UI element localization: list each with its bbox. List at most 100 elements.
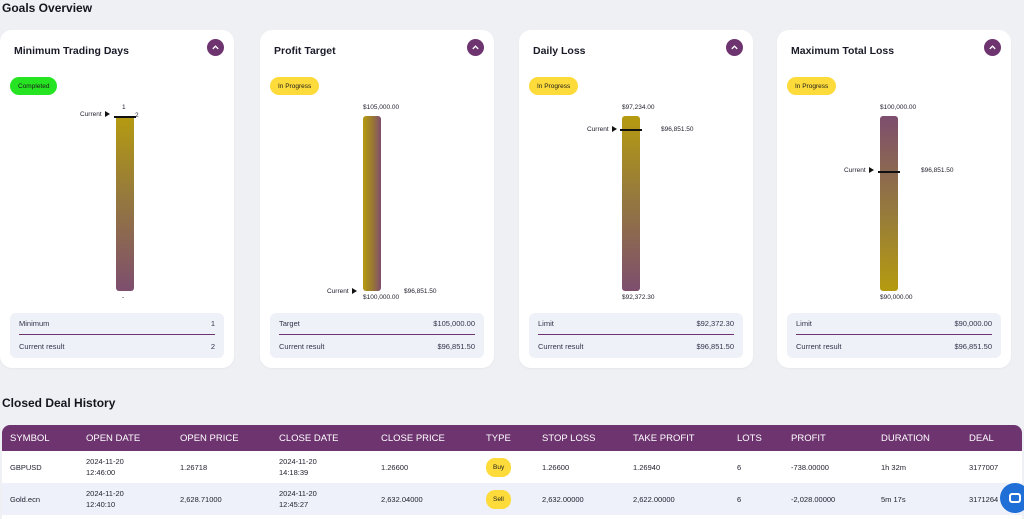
current-value: $96,851.50 (921, 167, 954, 174)
card-title: Maximum Total Loss (791, 45, 895, 57)
chevron-up-icon (212, 45, 219, 50)
current-value: $96,851.50 (404, 288, 437, 295)
cell-symbol: Gold.ecn (10, 494, 41, 504)
column-header-close-price[interactable]: CLOSE PRICE (381, 432, 445, 444)
gauge-bottom-label: - (122, 294, 125, 301)
gauge-bottom-label: $100,000.00 (363, 294, 400, 301)
cell-profit: -2,028.00000 (791, 494, 836, 504)
type-badge: Buy (486, 457, 512, 477)
gauge-bottom-label: $90,000.00 (880, 294, 913, 301)
status-badge: In Progress (787, 77, 837, 95)
summary-row: Current result 2 (19, 341, 215, 351)
summary-row: Current result $96,851.50 (279, 341, 475, 351)
cell-close-date: 2024-11-20 14:18:39 (279, 457, 317, 477)
type-badge: Sell (486, 489, 511, 509)
cell-deal: 3177007 (969, 462, 999, 472)
summary-row: Limit $92,372.30 (538, 313, 734, 335)
chevron-up-icon (731, 45, 738, 50)
goal-card-profit-target: Profit Target In Progress $105,000.00 Cu… (260, 30, 494, 368)
collapse-button[interactable] (984, 39, 1001, 56)
gauge-top-label: $100,000.00 (880, 104, 917, 111)
column-header-symbol[interactable]: SYMBOL (10, 432, 50, 444)
column-header-profit[interactable]: PROFIT (791, 432, 826, 444)
cell-close-price: 1.26600 (381, 462, 409, 472)
current-value: 2 (135, 112, 139, 119)
cell-take-profit: 1.26940 (633, 462, 661, 472)
cell-open-price: 2,628.71000 (180, 494, 222, 504)
cell-deal: 3171264 (969, 494, 999, 504)
cell-symbol: GBPUSD (10, 462, 42, 472)
summary-row: Minimum 1 (19, 313, 215, 335)
cell-stop-loss: 2,632.00000 (542, 494, 584, 504)
goal-card-daily-loss: Daily Loss In Progress $97,234.00 Curren… (519, 30, 753, 368)
goals-overview-title: Goals Overview (2, 1, 93, 15)
column-header-open-date[interactable]: OPEN DATE (86, 432, 141, 444)
collapse-button[interactable] (726, 39, 743, 56)
chat-button[interactable] (1000, 483, 1024, 513)
cell-close-date: 2024-11-20 12:45:27 (279, 489, 317, 509)
table-row[interactable]: Gold.ecn 2024-11-20 12:40:10 2,628.71000 … (2, 483, 1022, 515)
summary-row: Current result $96,851.50 (538, 341, 734, 351)
cell-open-date: 2024-11-20 12:40:10 (86, 489, 124, 509)
gauge-bottom-label: $92,372.30 (622, 294, 655, 301)
pointer-icon (611, 126, 617, 133)
cell-type: Sell (478, 483, 534, 515)
chevron-up-icon (472, 45, 479, 50)
gauge-top-label: 1 (122, 104, 126, 111)
pointer-icon (868, 167, 874, 174)
gauge-top-label: $105,000.00 (363, 104, 400, 111)
chevron-up-icon (989, 45, 996, 50)
current-marker (114, 116, 136, 118)
summary-row: Limit $90,000.00 (796, 313, 992, 335)
cell-type: Buy (478, 451, 534, 483)
goal-summary: Minimum 1 Current result 2 (10, 313, 224, 358)
closed-deal-table: SYMBOL OPEN DATE OPEN PRICE CLOSE DATE C… (2, 425, 1022, 519)
goal-summary: Target $105,000.00 Current result $96,851.… (270, 313, 484, 358)
card-title: Profit Target (274, 45, 336, 57)
progress-gauge (878, 116, 900, 291)
card-title: Daily Loss (533, 45, 586, 57)
goal-summary: Limit $92,372.30 Current result $96,851.50 (529, 313, 743, 358)
cell-duration: 1h 32m (881, 462, 907, 472)
cell-profit: -738.00000 (791, 462, 829, 472)
column-header-open-price[interactable]: OPEN PRICE (180, 432, 239, 444)
progress-gauge (363, 116, 381, 291)
current-value: $96,851.50 (661, 126, 694, 133)
cell-lots: 6 (737, 462, 742, 472)
closed-deal-history-title: Closed Deal History (2, 396, 116, 410)
current-label: Current (587, 126, 617, 133)
table-header-row: SYMBOL OPEN DATE OPEN PRICE CLOSE DATE C… (2, 425, 1022, 451)
cell-stop-loss: 1.26600 (542, 462, 570, 472)
table-row[interactable]: GBPUSD 2024-11-20 12:46:00 1.26718 2024-1… (2, 451, 1022, 483)
progress-gauge (114, 116, 136, 291)
chat-icon (1009, 493, 1021, 503)
column-header-deal[interactable]: DEAL (969, 432, 994, 444)
cell-duration: 5m 17s (881, 494, 906, 504)
summary-row: Target $105,000.00 (279, 313, 475, 335)
column-header-stop-loss[interactable]: STOP LOSS (542, 432, 596, 444)
current-label: Current (844, 167, 874, 174)
cell-close-price: 2,632.04000 (381, 494, 423, 504)
status-badge: In Progress (270, 77, 320, 95)
column-header-take-profit[interactable]: TAKE PROFIT (633, 432, 695, 444)
pointer-icon (104, 111, 110, 118)
column-header-type[interactable]: TYPE (486, 432, 511, 444)
column-header-duration[interactable]: DURATION (881, 432, 930, 444)
pointer-icon (351, 288, 357, 295)
column-header-close-date[interactable]: CLOSE DATE (279, 432, 339, 444)
summary-row: Current result $96,851.50 (796, 341, 992, 351)
card-title: Minimum Trading Days (14, 45, 129, 57)
current-label: Current (80, 111, 110, 118)
current-marker (620, 129, 642, 131)
collapse-button[interactable] (207, 39, 224, 56)
gauge-top-label: $97,234.00 (622, 104, 655, 111)
cell-take-profit: 2,622.00000 (633, 494, 675, 504)
collapse-button[interactable] (467, 39, 484, 56)
current-label: Current (327, 288, 357, 295)
goal-card-maximum-total-loss: Maximum Total Loss In Progress $100,000.… (777, 30, 1011, 368)
goal-summary: Limit $90,000.00 Current result $96,851.50 (787, 313, 1001, 358)
column-header-lots[interactable]: LOTS (737, 432, 762, 444)
cell-open-price: 1.26718 (180, 462, 208, 472)
status-badge: In Progress (529, 77, 579, 95)
cell-open-date: 2024-11-20 12:46:00 (86, 457, 124, 477)
